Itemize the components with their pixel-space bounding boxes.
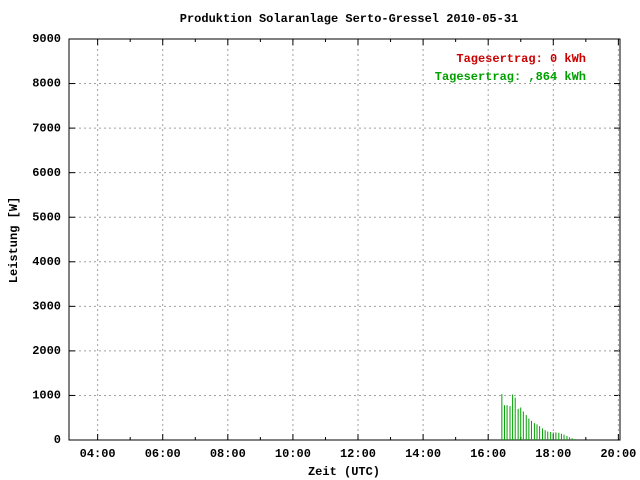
y-tick-label: 0 <box>54 433 61 447</box>
y-tick-label: 1000 <box>32 389 61 403</box>
y-tick-label: 5000 <box>32 210 61 224</box>
y-tick-label: 9000 <box>32 32 61 46</box>
x-tick-label: 20:00 <box>600 447 636 461</box>
x-tick-label: 14:00 <box>405 447 441 461</box>
legend-entry: Tagesertrag: ,864 kWh <box>435 70 586 84</box>
plot-frame <box>68 38 621 441</box>
x-tick-label: 06:00 <box>145 447 181 461</box>
x-axis-label: Zeit (UTC) <box>308 465 380 479</box>
y-tick-label: 4000 <box>32 255 61 269</box>
y-tick-label: 2000 <box>32 344 61 358</box>
y-axis-label: Leistung [W] <box>7 197 21 283</box>
y-tick-label: 3000 <box>32 300 61 314</box>
legend-entry: Tagesertrag: 0 kWh <box>456 52 586 66</box>
y-tick-label: 7000 <box>32 121 61 135</box>
y-tick-label: 8000 <box>32 77 61 91</box>
y-tick-label: 6000 <box>32 166 61 180</box>
x-tick-label: 18:00 <box>535 447 571 461</box>
chart-title: Produktion Solaranlage Serto-Gressel 201… <box>180 12 518 26</box>
x-tick-label: 04:00 <box>80 447 116 461</box>
x-tick-label: 12:00 <box>340 447 376 461</box>
x-tick-label: 08:00 <box>210 447 246 461</box>
x-tick-label: 16:00 <box>470 447 506 461</box>
x-tick-label: 10:00 <box>275 447 311 461</box>
